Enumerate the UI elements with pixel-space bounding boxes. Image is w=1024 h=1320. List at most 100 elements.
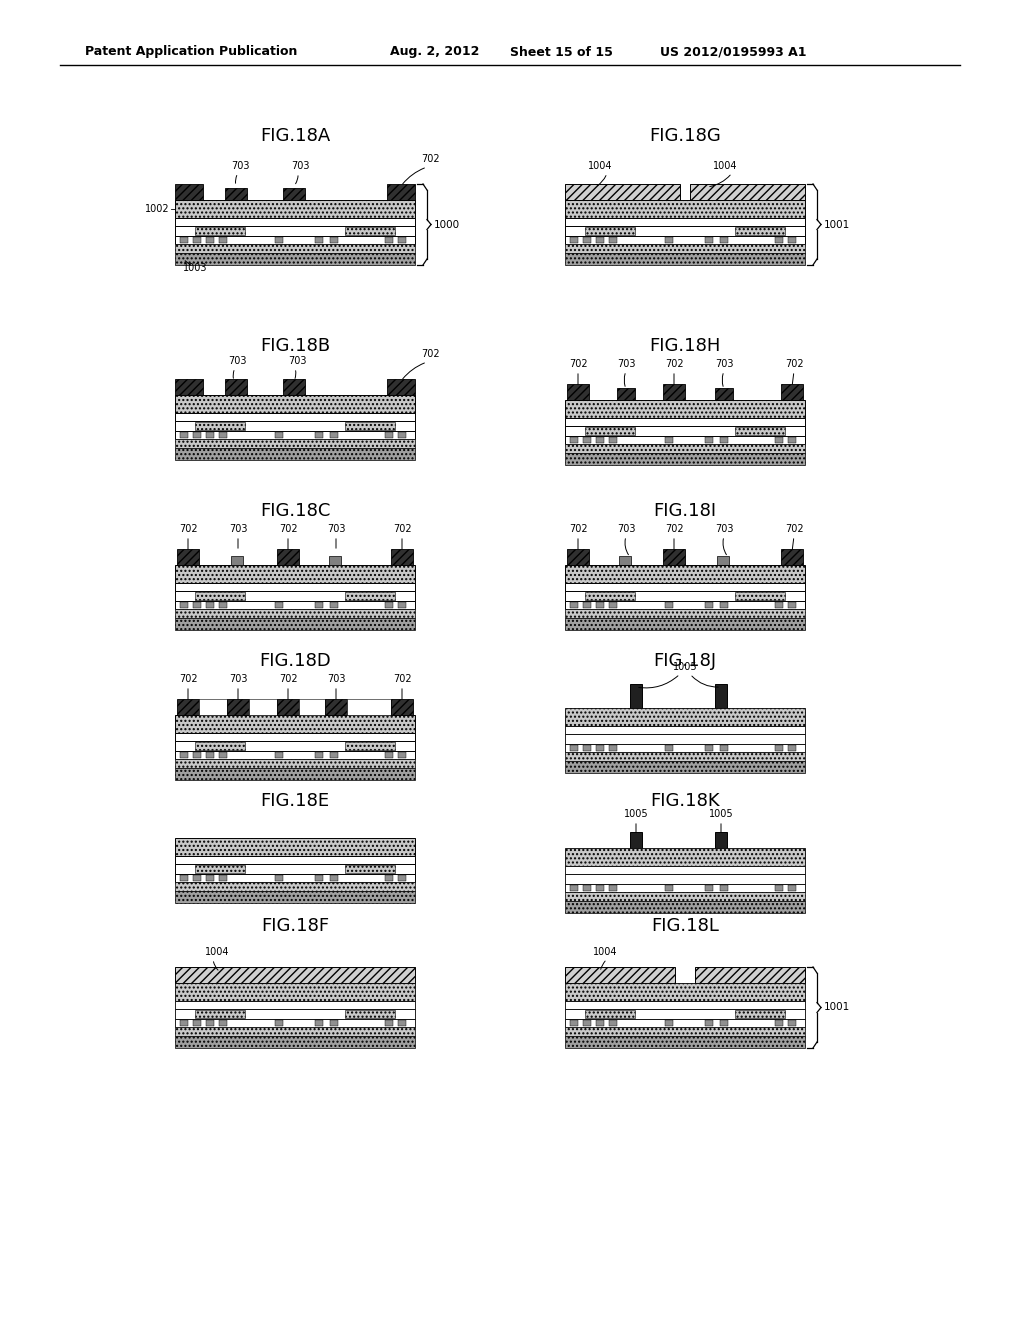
Bar — [193, 875, 201, 880]
Text: 702: 702 — [784, 359, 803, 370]
Text: 702: 702 — [421, 348, 439, 359]
Bar — [781, 384, 803, 400]
Bar — [565, 1008, 805, 1019]
Bar — [330, 752, 338, 758]
Bar — [665, 884, 673, 891]
Bar — [705, 1020, 713, 1026]
Bar — [570, 884, 578, 891]
Text: 702: 702 — [392, 675, 412, 684]
Text: 702: 702 — [568, 359, 588, 370]
Bar — [585, 426, 635, 436]
Bar — [565, 983, 805, 1001]
Bar — [565, 744, 805, 752]
Bar — [398, 875, 406, 880]
Text: Aug. 2, 2012: Aug. 2, 2012 — [390, 45, 479, 58]
Bar — [385, 1020, 393, 1026]
Bar — [715, 684, 727, 726]
Bar — [175, 226, 415, 236]
Text: 703: 703 — [616, 359, 635, 370]
Bar — [283, 187, 305, 201]
Text: FIG.18K: FIG.18K — [650, 792, 720, 810]
Bar — [175, 1008, 415, 1019]
Bar — [175, 1036, 415, 1048]
Bar — [275, 875, 283, 880]
Bar — [219, 602, 227, 609]
Text: 702: 702 — [421, 154, 439, 164]
Bar — [275, 752, 283, 758]
Bar — [565, 565, 805, 583]
Bar — [195, 1010, 245, 1018]
Bar — [565, 1036, 805, 1048]
Bar — [275, 1020, 283, 1026]
Bar — [585, 591, 635, 601]
Bar — [175, 565, 415, 583]
Bar — [567, 384, 589, 400]
Bar — [788, 744, 796, 751]
Bar — [175, 741, 415, 751]
Text: FIG.18C: FIG.18C — [260, 502, 330, 520]
Text: 702: 702 — [178, 675, 198, 684]
Text: 703: 703 — [230, 161, 249, 172]
Bar — [583, 744, 591, 751]
Bar — [596, 437, 604, 444]
Bar — [193, 602, 201, 609]
Bar — [565, 609, 805, 618]
Text: 1004: 1004 — [593, 946, 617, 957]
Text: FIG.18A: FIG.18A — [260, 127, 330, 145]
Bar — [225, 187, 247, 201]
Bar — [175, 601, 415, 609]
Bar — [585, 1010, 635, 1018]
Bar — [315, 1020, 323, 1026]
Bar — [565, 201, 805, 218]
Bar — [345, 742, 395, 750]
Bar — [720, 238, 728, 243]
Bar — [175, 855, 415, 865]
Bar — [630, 832, 642, 857]
Text: US 2012/0195993 A1: US 2012/0195993 A1 — [660, 45, 807, 58]
Bar — [570, 602, 578, 609]
Bar — [565, 400, 805, 418]
Bar — [398, 238, 406, 243]
Bar — [175, 413, 415, 421]
Text: FIG.18D: FIG.18D — [259, 652, 331, 671]
Bar — [193, 238, 201, 243]
Text: 702: 702 — [665, 359, 683, 370]
Bar — [565, 892, 805, 902]
Bar — [570, 744, 578, 751]
Bar — [565, 726, 805, 734]
Bar — [177, 700, 199, 715]
Bar — [663, 549, 685, 565]
Bar — [665, 437, 673, 444]
Bar — [231, 556, 243, 565]
Bar — [180, 432, 188, 438]
Text: 703: 703 — [715, 359, 733, 370]
Bar — [567, 549, 589, 565]
Bar — [193, 1020, 201, 1026]
Bar — [219, 875, 227, 880]
Text: FIG.18B: FIG.18B — [260, 337, 330, 355]
Bar — [385, 432, 393, 438]
Bar — [565, 236, 805, 244]
Bar — [195, 422, 245, 430]
Bar — [583, 238, 591, 243]
Bar — [175, 201, 415, 218]
Bar — [583, 884, 591, 891]
Bar — [180, 602, 188, 609]
Bar — [618, 556, 631, 565]
Bar — [775, 744, 783, 751]
Bar — [398, 602, 406, 609]
Bar — [330, 432, 338, 438]
Bar — [705, 884, 713, 891]
Bar — [387, 379, 415, 395]
Bar — [175, 751, 415, 759]
Bar — [195, 227, 245, 235]
Bar — [330, 602, 338, 609]
Bar — [175, 432, 415, 440]
Bar — [565, 1019, 805, 1027]
Text: 1005: 1005 — [673, 663, 697, 672]
Text: FIG.18I: FIG.18I — [653, 502, 717, 520]
Bar — [596, 884, 604, 891]
Bar — [315, 875, 323, 880]
Bar — [315, 602, 323, 609]
Text: 1003: 1003 — [183, 263, 208, 273]
